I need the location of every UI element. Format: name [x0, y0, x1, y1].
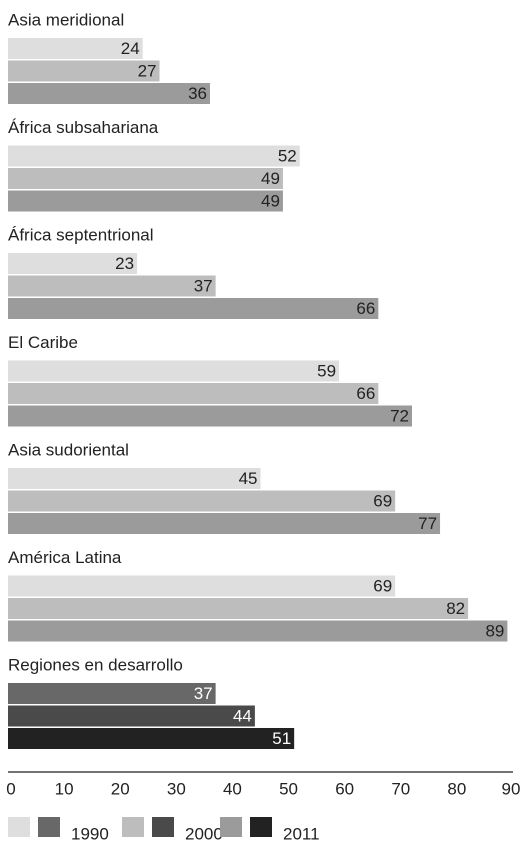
x-tick-label-50: 50: [279, 779, 298, 798]
bar-america-latina-2000: [8, 598, 469, 619]
bar-africa-septentrional-2000: [8, 275, 216, 297]
legend-swatch-1990-region: [8, 817, 30, 837]
x-tick-label-80: 80: [447, 779, 466, 798]
bar-asia-sudoriental-2011: [8, 513, 441, 534]
bar-asia-meridional-1990: [8, 38, 143, 59]
bar-africa-subsahariana-2011: [8, 190, 283, 212]
bar-regiones-en-desarrollo-2011: [8, 728, 295, 749]
x-tick-label-70: 70: [391, 779, 410, 798]
data-label-asia-meridional-2000: 27: [138, 61, 157, 80]
category-label-regiones-en-desarrollo: Regiones en desarrollo: [8, 655, 183, 674]
legend-swatch-2000-developing: [152, 817, 174, 837]
bar-el-caribe-1990: [8, 360, 340, 382]
data-label-africa-septentrional-1990: 23: [115, 254, 134, 273]
data-label-asia-meridional-2011: 36: [188, 84, 207, 103]
x-tick-label-30: 30: [167, 779, 186, 798]
data-label-africa-subsahariana-2011: 49: [261, 191, 280, 210]
legend-swatch-1990-developing: [38, 817, 60, 837]
legend-label-2011: 2011: [283, 824, 320, 843]
legend-label-2000: 2000: [185, 824, 223, 843]
bar-el-caribe-2000: [8, 383, 379, 404]
legend-label-1990: 1990: [71, 824, 109, 843]
bar-asia-sudoriental-1990: [8, 468, 261, 489]
legend-swatch-2000-region: [122, 817, 144, 837]
bar-america-latina-2011: [8, 620, 508, 642]
bar-africa-septentrional-2011: [8, 298, 379, 319]
bar-asia-meridional-2000: [8, 60, 160, 82]
data-label-america-latina-1990: 69: [373, 576, 392, 595]
bar-africa-septentrional-1990: [8, 253, 138, 274]
data-label-asia-sudoriental-2000: 69: [373, 491, 392, 510]
bar-asia-meridional-2011: [8, 83, 210, 104]
category-label-el-caribe: El Caribe: [8, 333, 78, 352]
bar-america-latina-1990: [8, 575, 396, 597]
x-tick-label-0: 0: [6, 779, 15, 798]
data-label-america-latina-2011: 89: [485, 621, 504, 640]
data-label-africa-septentrional-2011: 66: [356, 299, 375, 318]
data-label-regiones-en-desarrollo-1990: 37: [194, 684, 213, 703]
data-label-asia-meridional-1990: 24: [121, 39, 140, 58]
category-label-africa-septentrional: África septentrional: [8, 225, 154, 244]
bar-africa-subsahariana-2000: [8, 168, 283, 189]
category-label-asia-sudoriental: Asia sudoriental: [8, 440, 129, 459]
bar-asia-sudoriental-2000: [8, 490, 396, 512]
data-label-asia-sudoriental-2011: 77: [418, 514, 437, 533]
data-label-africa-subsahariana-2000: 49: [261, 169, 280, 188]
bar-regiones-en-desarrollo-2000: [8, 705, 255, 727]
data-label-america-latina-2000: 82: [446, 599, 465, 618]
x-tick-label-90: 90: [502, 779, 521, 798]
data-label-el-caribe-2000: 66: [356, 384, 375, 403]
x-tick-label-20: 20: [111, 779, 130, 798]
data-label-africa-septentrional-2000: 37: [194, 276, 213, 295]
x-tick-label-10: 10: [55, 779, 74, 798]
bar-africa-subsahariana-1990: [8, 145, 300, 167]
bar-el-caribe-2011: [8, 405, 412, 427]
x-tick-label-40: 40: [223, 779, 242, 798]
data-label-africa-subsahariana-1990: 52: [278, 146, 297, 165]
x-tick-label-60: 60: [335, 779, 354, 798]
data-label-el-caribe-1990: 59: [317, 361, 336, 380]
category-label-america-latina: América Latina: [8, 548, 122, 567]
legend-swatch-2011-developing: [250, 817, 272, 837]
data-label-asia-sudoriental-1990: 45: [239, 469, 258, 488]
data-label-regiones-en-desarrollo-2000: 44: [233, 706, 252, 725]
data-label-el-caribe-2011: 72: [390, 406, 409, 425]
bar-regiones-en-desarrollo-1990: [8, 683, 216, 704]
legend-swatch-2011-region: [220, 817, 242, 837]
data-label-regiones-en-desarrollo-2011: 51: [272, 729, 291, 748]
category-label-asia-meridional: Asia meridional: [8, 10, 124, 29]
category-label-africa-subsahariana: África subsahariana: [8, 118, 159, 137]
